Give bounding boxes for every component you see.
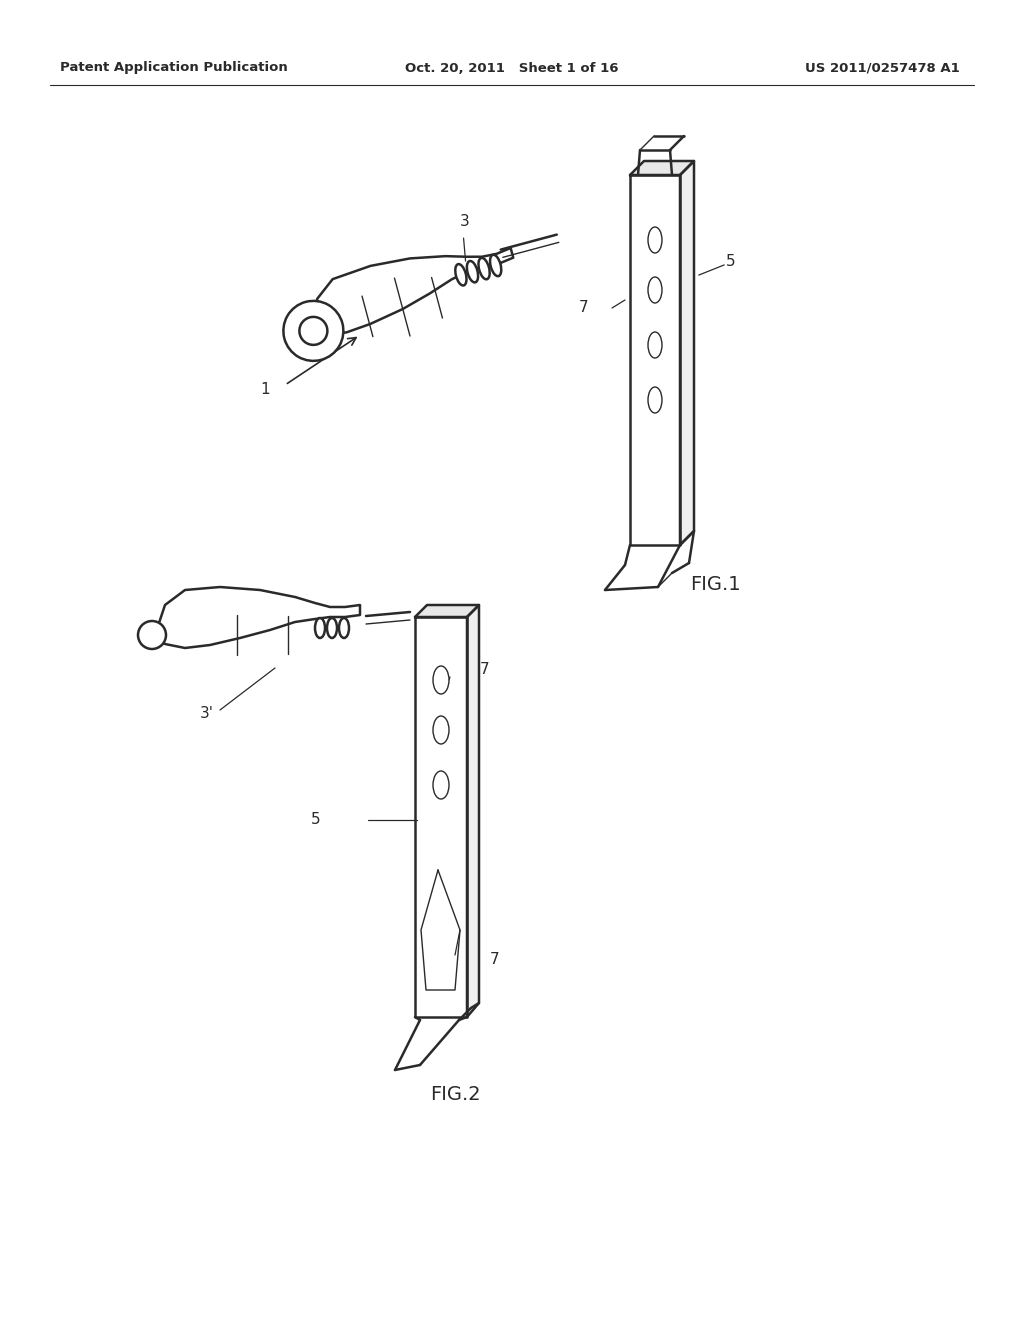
Text: FIG.2: FIG.2 (430, 1085, 480, 1104)
Ellipse shape (478, 257, 489, 280)
Polygon shape (467, 605, 479, 1016)
Polygon shape (415, 605, 479, 616)
Text: 5: 5 (310, 813, 319, 828)
Ellipse shape (299, 317, 328, 345)
Ellipse shape (648, 333, 662, 358)
Ellipse shape (433, 771, 449, 799)
Ellipse shape (490, 255, 502, 276)
Ellipse shape (138, 620, 166, 649)
Ellipse shape (648, 387, 662, 413)
Ellipse shape (456, 264, 467, 285)
Ellipse shape (467, 261, 478, 282)
Text: Patent Application Publication: Patent Application Publication (60, 62, 288, 74)
Ellipse shape (648, 277, 662, 304)
Text: 5: 5 (726, 255, 735, 269)
Ellipse shape (327, 618, 337, 638)
Polygon shape (680, 161, 694, 545)
Text: 3': 3' (200, 706, 214, 721)
Text: 7: 7 (579, 301, 588, 315)
Text: 3: 3 (460, 214, 469, 230)
Ellipse shape (433, 715, 449, 744)
Polygon shape (421, 870, 460, 990)
Polygon shape (155, 587, 360, 648)
Text: 7: 7 (490, 953, 500, 968)
Text: 1: 1 (260, 383, 269, 397)
Polygon shape (315, 248, 513, 335)
Ellipse shape (315, 618, 325, 638)
Text: FIG.1: FIG.1 (690, 576, 740, 594)
Text: US 2011/0257478 A1: US 2011/0257478 A1 (805, 62, 961, 74)
Ellipse shape (433, 667, 449, 694)
Polygon shape (415, 616, 467, 1016)
Ellipse shape (339, 618, 349, 638)
Ellipse shape (284, 301, 343, 360)
Text: Oct. 20, 2011   Sheet 1 of 16: Oct. 20, 2011 Sheet 1 of 16 (406, 62, 618, 74)
Text: 7: 7 (480, 663, 489, 677)
Polygon shape (630, 176, 680, 545)
Ellipse shape (648, 227, 662, 253)
Polygon shape (630, 161, 694, 176)
